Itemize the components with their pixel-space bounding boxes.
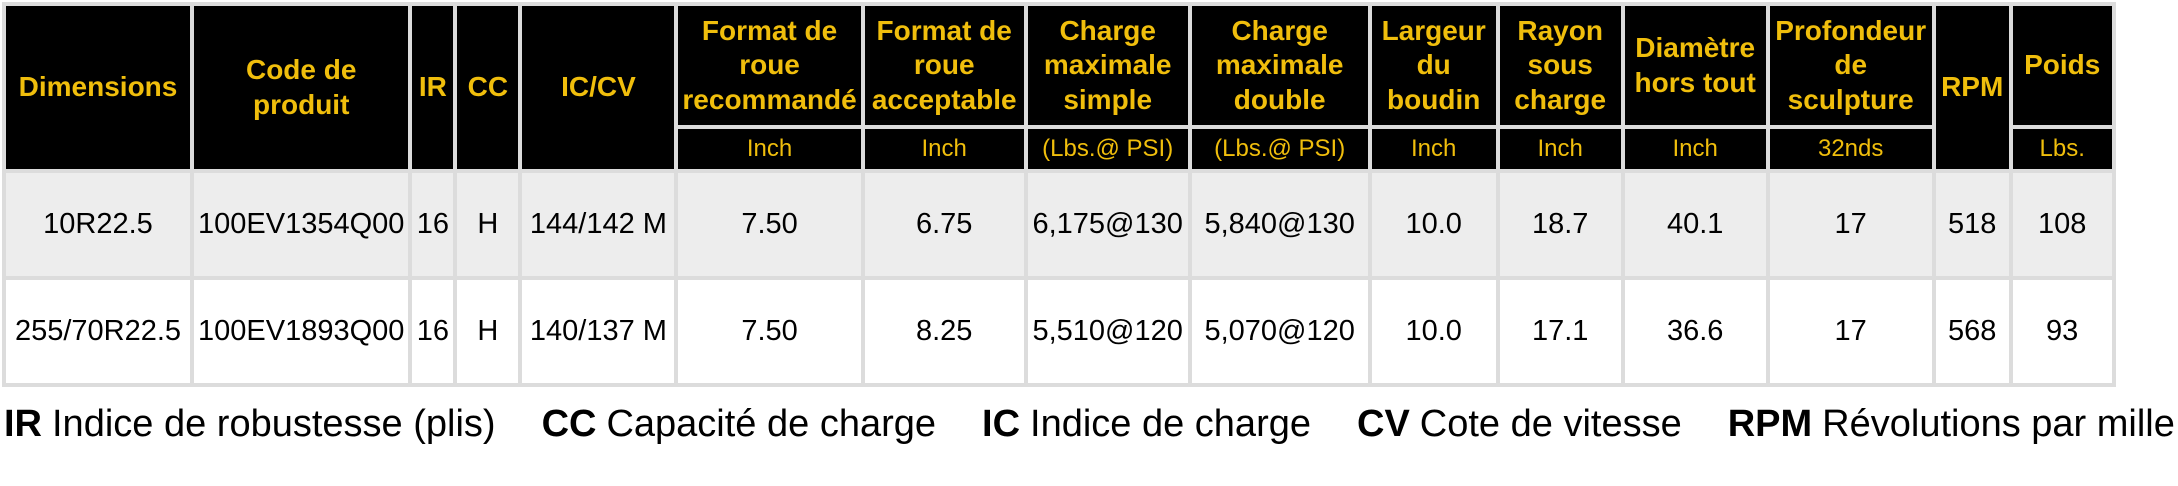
column-header-poids: Poids (2008, 2, 2116, 129)
data-cell-ic-cv: 144/142 M (518, 169, 679, 280)
unit-cell-charge-maximale-double: (Lbs.@ PSI) (1187, 125, 1372, 173)
unit-cell-format-de-roue-acceptable: Inch (860, 125, 1028, 173)
legend-text: Indice de robustesse (plis) (52, 403, 496, 445)
header-main-row: Dimensions Code de produit IR CC IC/CV Format… (2, 2, 2116, 173)
column-header-diametre-hors-tout: Diamètre hors tout (1620, 2, 1770, 129)
legend-item-rpm: RPM Révolutions par mille (1728, 402, 2175, 448)
tire-spec-table: Dimensions Code de produit IR CC IC/CV Format… (2, 2, 2116, 387)
column-header-profondeur-de-sculpture: Profondeur de sculpture (1765, 2, 1936, 129)
legend-text: Cote de vitesse (1419, 403, 1682, 445)
data-cell-charge-maximale-double: 5,070@120 (1187, 276, 1372, 387)
data-cell-profondeur-de-sculpture: 17 (1765, 169, 1936, 280)
column-header-rayon-sous-charge: Rayon sous charge (1495, 2, 1625, 129)
column-header-code-de-produit: Code de produit (189, 2, 413, 173)
data-cell-charge-maximale-simple: 6,175@130 (1023, 169, 1192, 280)
column-header-charge-maximale-simple: Charge maximale simple (1023, 2, 1192, 129)
column-header-ic-cv: IC/CV (518, 2, 679, 173)
data-cell-ir: 16 (408, 276, 458, 387)
data-cell-rayon-sous-charge: 18.7 (1495, 169, 1625, 280)
data-cell-rpm: 518 (1931, 169, 2013, 280)
data-cell-rayon-sous-charge: 17.1 (1495, 276, 1625, 387)
legend: IR Indice de robustesse (plis) CC Capacité … (0, 387, 2178, 448)
column-header-ir: IR (408, 2, 458, 173)
data-cell-rpm: 568 (1931, 276, 2013, 387)
data-cell-format-de-roue-recommande: 7.50 (674, 276, 865, 387)
legend-abbr: CV (1357, 403, 1410, 445)
legend-abbr: RPM (1727, 403, 1813, 445)
column-header-rpm: RPM (1931, 2, 2013, 173)
data-cell-ic-cv: 140/137 M (518, 276, 679, 387)
data-cell-charge-maximale-double: 5,840@130 (1187, 169, 1372, 280)
column-header-largeur-du-boudin: Largeur du boudin (1367, 2, 1500, 129)
column-header-charge-maximale-double: Charge maximale double (1187, 2, 1372, 129)
legend-item-ir: IR Indice de robustesse (plis) (4, 402, 496, 448)
data-cell-code-de-produit: 100EV1893Q00 (189, 276, 413, 387)
data-cell-format-de-roue-acceptable: 8.25 (860, 276, 1028, 387)
legend-abbr: CC (541, 403, 597, 445)
table-header: Dimensions Code de produit IR CC IC/CV Format… (2, 2, 2116, 173)
data-cell-charge-maximale-simple: 5,510@120 (1023, 276, 1192, 387)
unit-cell-profondeur-de-sculpture: 32nds (1765, 125, 1936, 173)
data-cell-largeur-du-boudin: 10.0 (1367, 276, 1500, 387)
data-cell-largeur-du-boudin: 10.0 (1367, 169, 1500, 280)
unit-cell-format-de-roue-recommande: Inch (674, 125, 865, 173)
data-cell-cc: H (453, 276, 523, 387)
data-cell-code-de-produit: 100EV1354Q00 (189, 169, 413, 280)
legend-text: Révolutions par mille (1822, 403, 2175, 445)
column-header-format-de-roue-acceptable: Format de roue acceptable (860, 2, 1028, 129)
column-header-cc: CC (453, 2, 523, 173)
column-header-format-de-roue-recommande: Format de roue recommandé (674, 2, 865, 129)
data-cell-diametre-hors-tout: 36.6 (1620, 276, 1770, 387)
unit-cell-rayon-sous-charge: Inch (1495, 125, 1625, 173)
data-cell-format-de-roue-acceptable: 6.75 (860, 169, 1028, 280)
legend-text: Capacité de charge (606, 403, 937, 445)
table-body: 10R22.5 100EV1354Q00 16 H 144/142 M 7.50 6.75 6… (2, 169, 2116, 387)
table-row: 10R22.5 100EV1354Q00 16 H 144/142 M 7.50 6.75 6… (2, 169, 2116, 280)
data-cell-poids: 108 (2008, 169, 2116, 280)
data-cell-ir: 16 (408, 169, 458, 280)
data-cell-format-de-roue-recommande: 7.50 (674, 169, 865, 280)
legend-item-ic: IC Indice de charge (982, 402, 1311, 448)
column-header-dimensions: Dimensions (2, 2, 194, 173)
data-cell-diametre-hors-tout: 40.1 (1620, 169, 1770, 280)
legend-abbr: IC (982, 403, 1021, 445)
data-cell-dimensions: 255/70R22.5 (2, 276, 194, 387)
unit-cell-largeur-du-boudin: Inch (1367, 125, 1500, 173)
header-unit-row: Inch Inch (Lbs.@ PSI) (Lbs.@ PSI) Inch Inch In… (4, 125, 2116, 173)
legend-text: Indice de charge (1030, 403, 1311, 445)
unit-cell-diametre-hors-tout: Inch (1620, 125, 1770, 173)
legend-abbr: IR (4, 403, 42, 445)
unit-cell-charge-maximale-simple: (Lbs.@ PSI) (1023, 125, 1192, 173)
data-cell-dimensions: 10R22.5 (2, 169, 194, 280)
table-row: 255/70R22.5 100EV1893Q00 16 H 140/137 M 7.50 8… (2, 276, 2116, 387)
data-cell-profondeur-de-sculpture: 17 (1765, 276, 1936, 387)
unit-cell-poids: Lbs. (2008, 125, 2116, 173)
legend-item-cv: CV Cote de vitesse (1357, 402, 1682, 448)
legend-item-cc: CC Capacité de charge (542, 402, 936, 448)
data-cell-cc: H (453, 169, 523, 280)
data-cell-poids: 93 (2008, 276, 2116, 387)
